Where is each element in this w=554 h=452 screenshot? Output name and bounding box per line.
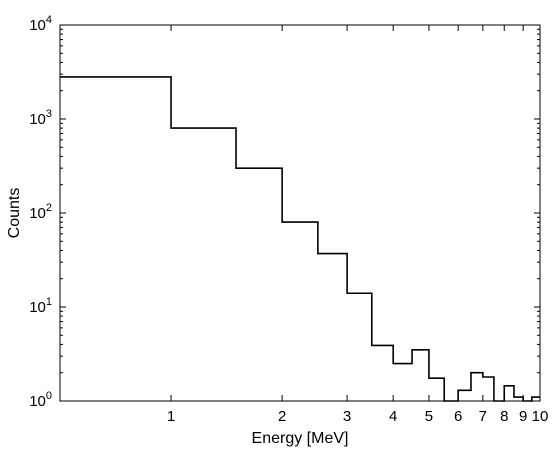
x-tick-label: 6 <box>454 408 462 425</box>
x-tick-label: 2 <box>278 408 286 425</box>
y-tick-label-base: 10 <box>29 111 46 128</box>
x-tick-label: 5 <box>425 408 433 425</box>
y-tick-label: 102 <box>29 202 52 222</box>
x-tick-label: 9 <box>519 408 527 425</box>
plot-area <box>59 24 541 402</box>
x-tick-label: 4 <box>389 408 397 425</box>
x-tick-label: 7 <box>479 408 487 425</box>
y-tick-label-base: 10 <box>29 393 46 410</box>
x-tick-label: 8 <box>500 408 508 425</box>
y-tick-label-exponent: 0 <box>46 390 52 402</box>
y-tick-label-exponent: 2 <box>46 202 52 214</box>
y-tick-label: 100 <box>29 390 52 410</box>
y-tick-label-exponent: 1 <box>46 296 52 308</box>
x-tick-label: 3 <box>343 408 351 425</box>
y-tick-label-base: 10 <box>29 205 46 222</box>
y-tick-label-exponent: 3 <box>46 108 52 120</box>
y-tick-label-exponent: 4 <box>46 14 52 26</box>
y-tick-label: 103 <box>29 108 52 128</box>
y-tick-label: 104 <box>29 14 52 34</box>
x-axis-label: Energy [MeV] <box>252 430 349 447</box>
y-tick-label: 101 <box>29 296 52 316</box>
y-axis-label: Counts <box>6 188 23 239</box>
x-tick-label: 10 <box>532 408 549 425</box>
y-tick-label-base: 10 <box>29 299 46 316</box>
histogram-step-line <box>60 76 540 402</box>
x-tick-label: 1 <box>167 408 175 425</box>
y-tick-label-base: 10 <box>29 17 46 34</box>
